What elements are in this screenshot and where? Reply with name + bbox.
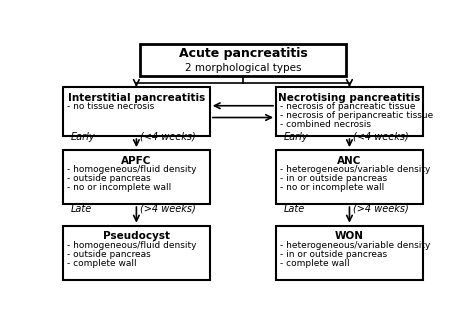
Text: - in or outside pancreas: - in or outside pancreas <box>280 250 387 259</box>
Text: - combined necrosis: - combined necrosis <box>280 120 371 129</box>
Text: Late: Late <box>70 204 91 214</box>
Bar <box>140 44 346 76</box>
Text: Interstitial pancreatitis: Interstitial pancreatitis <box>68 93 205 103</box>
Bar <box>63 87 210 136</box>
Text: - homogeneous/fluid density: - homogeneous/fluid density <box>66 165 196 174</box>
Text: - in or outside pancreas: - in or outside pancreas <box>280 174 387 183</box>
Text: Early: Early <box>70 132 95 142</box>
Text: - no tissue necrosis: - no tissue necrosis <box>66 102 154 111</box>
Text: Late: Late <box>283 204 305 214</box>
Text: ANC: ANC <box>337 156 362 165</box>
Bar <box>276 150 423 204</box>
Text: - complete wall: - complete wall <box>66 259 136 268</box>
Text: (<4 weeks): (<4 weeks) <box>140 132 196 142</box>
Bar <box>276 87 423 136</box>
Text: - necrosis of pancreatic tissue: - necrosis of pancreatic tissue <box>280 102 415 111</box>
Text: - outside pancreas: - outside pancreas <box>66 250 150 259</box>
Text: - heterogeneous/variable density: - heterogeneous/variable density <box>280 241 430 250</box>
Bar <box>63 150 210 204</box>
Text: - no or incomplete wall: - no or incomplete wall <box>66 183 171 192</box>
Text: Early: Early <box>283 132 308 142</box>
Text: WON: WON <box>335 231 364 241</box>
Text: - homogeneous/fluid density: - homogeneous/fluid density <box>66 241 196 250</box>
Text: (>4 weeks): (>4 weeks) <box>140 204 196 214</box>
Text: - no or incomplete wall: - no or incomplete wall <box>280 183 384 192</box>
Text: - outside pancreas: - outside pancreas <box>66 174 150 183</box>
Text: - necrosis of peripancreatic tissue: - necrosis of peripancreatic tissue <box>280 111 433 120</box>
Bar <box>63 226 210 280</box>
Text: (>4 weeks): (>4 weeks) <box>353 204 409 214</box>
Text: APFC: APFC <box>121 156 152 165</box>
Text: - heterogeneous/variable density: - heterogeneous/variable density <box>280 165 430 174</box>
Text: Necrotising pancreatitis: Necrotising pancreatitis <box>278 93 420 103</box>
Text: Pseudocyst: Pseudocyst <box>103 231 170 241</box>
Bar <box>276 226 423 280</box>
Text: (<4 weeks): (<4 weeks) <box>353 132 409 142</box>
Text: - complete wall: - complete wall <box>280 259 349 268</box>
Text: 2 morphological types: 2 morphological types <box>185 63 301 73</box>
Text: Acute pancreatitis: Acute pancreatitis <box>179 46 307 60</box>
